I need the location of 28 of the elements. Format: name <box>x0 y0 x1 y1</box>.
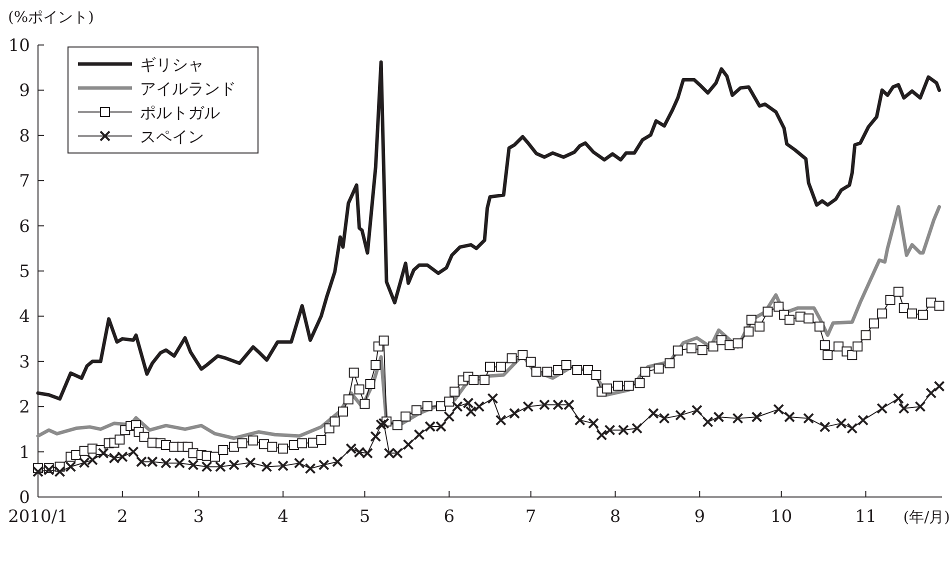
y-tick-label: 6 <box>19 216 30 237</box>
x-tick-label: 2 <box>116 507 128 527</box>
y-tick-label: 7 <box>19 172 30 192</box>
x-tick-label: 10 <box>770 507 792 527</box>
y-tick-label: 2 <box>19 398 30 418</box>
x-tick-label: 11 <box>854 507 877 527</box>
y-tick-label: 3 <box>19 352 30 372</box>
x-tick-label: 4 <box>278 507 288 527</box>
x-tick-label: 3 <box>193 507 204 527</box>
y-tick-label: 5 <box>19 262 30 282</box>
legend-label: アイルランド <box>140 79 236 98</box>
y-tick-label: 1 <box>19 442 30 463</box>
x-tick-label: 2010/1 <box>8 507 68 527</box>
y-tick-label: 4 <box>19 307 30 328</box>
y-axis-title: (%ポイント) <box>8 8 94 26</box>
legend-label: スペイン <box>140 127 204 146</box>
y-tick-label: 9 <box>19 81 30 102</box>
legend-label: ギリシャ <box>140 55 204 74</box>
y-tick-label: 8 <box>19 126 30 146</box>
x-axis-title: (年/月) <box>903 508 950 526</box>
y-tick-label: 10 <box>8 36 30 56</box>
legend-label: ポルトガル <box>140 103 220 122</box>
x-tick-label: 7 <box>525 507 536 527</box>
y-tick-label: 0 <box>19 488 30 508</box>
x-tick-label: 9 <box>694 507 706 527</box>
x-tick-label: 8 <box>610 507 621 527</box>
x-tick-label: 6 <box>444 507 455 527</box>
x-tick-label: 5 <box>359 507 370 527</box>
